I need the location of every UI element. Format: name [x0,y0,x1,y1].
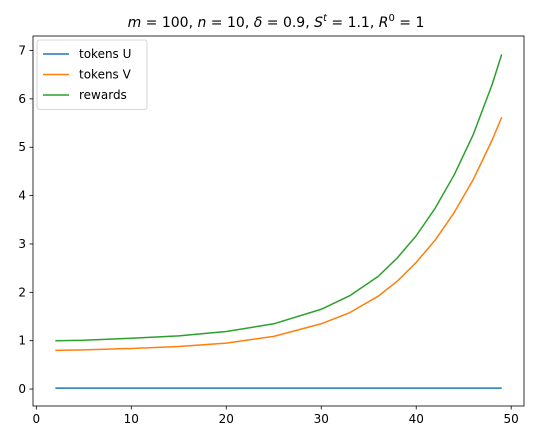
chart-title: m = 100, n = 10, δ = 0.9, St = 1.1, R0 =… [128,13,425,31]
legend: tokens U tokens V rewards [36,39,148,110]
title-s-value: 1.1 [348,15,370,31]
y-tick-label: 6 [18,92,26,106]
axes-frame [32,35,525,407]
title-r-symbol: R [379,15,389,31]
title-r-superscript: 0 [388,13,394,24]
x-tick-label: 50 [504,412,519,426]
x-tick-label: 10 [124,412,139,426]
y-tick-label: 7 [18,44,26,58]
plot-area: 0 10 20 30 40 50 0 1 2 3 4 5 6 7 [18,35,525,426]
y-tick-label: 5 [18,140,26,154]
y-tick-label: 4 [18,189,26,203]
legend-label-tokens-v: tokens V [79,68,132,82]
y-tick-label: 3 [18,237,26,251]
title-r-value: 1 [416,15,425,31]
x-tick-label: 20 [219,412,234,426]
y-tick-label: 2 [18,285,26,299]
series-line-rewards [55,54,503,342]
y-tick-label: 1 [18,334,26,348]
title-n-symbol: n [197,15,206,31]
legend-label-tokens-u: tokens U [79,47,131,61]
x-tick-label: 0 [33,412,41,426]
title-m-symbol: m [128,15,142,31]
title-s-superscript: t [323,13,328,24]
y-tick-label: 0 [18,382,26,396]
title-delta-symbol: δ [254,15,263,31]
x-tick-label: 40 [409,412,424,426]
title-m-value: 100 [162,15,189,31]
title-delta-value: 0.9 [283,15,305,31]
title-n-value: 10 [227,15,245,31]
series-line-tokens-v [55,116,503,352]
legend-label-rewards: rewards [79,88,127,102]
legend-box [36,39,148,110]
x-tick-label: 30 [314,412,329,426]
title-s-symbol: S [314,15,323,31]
